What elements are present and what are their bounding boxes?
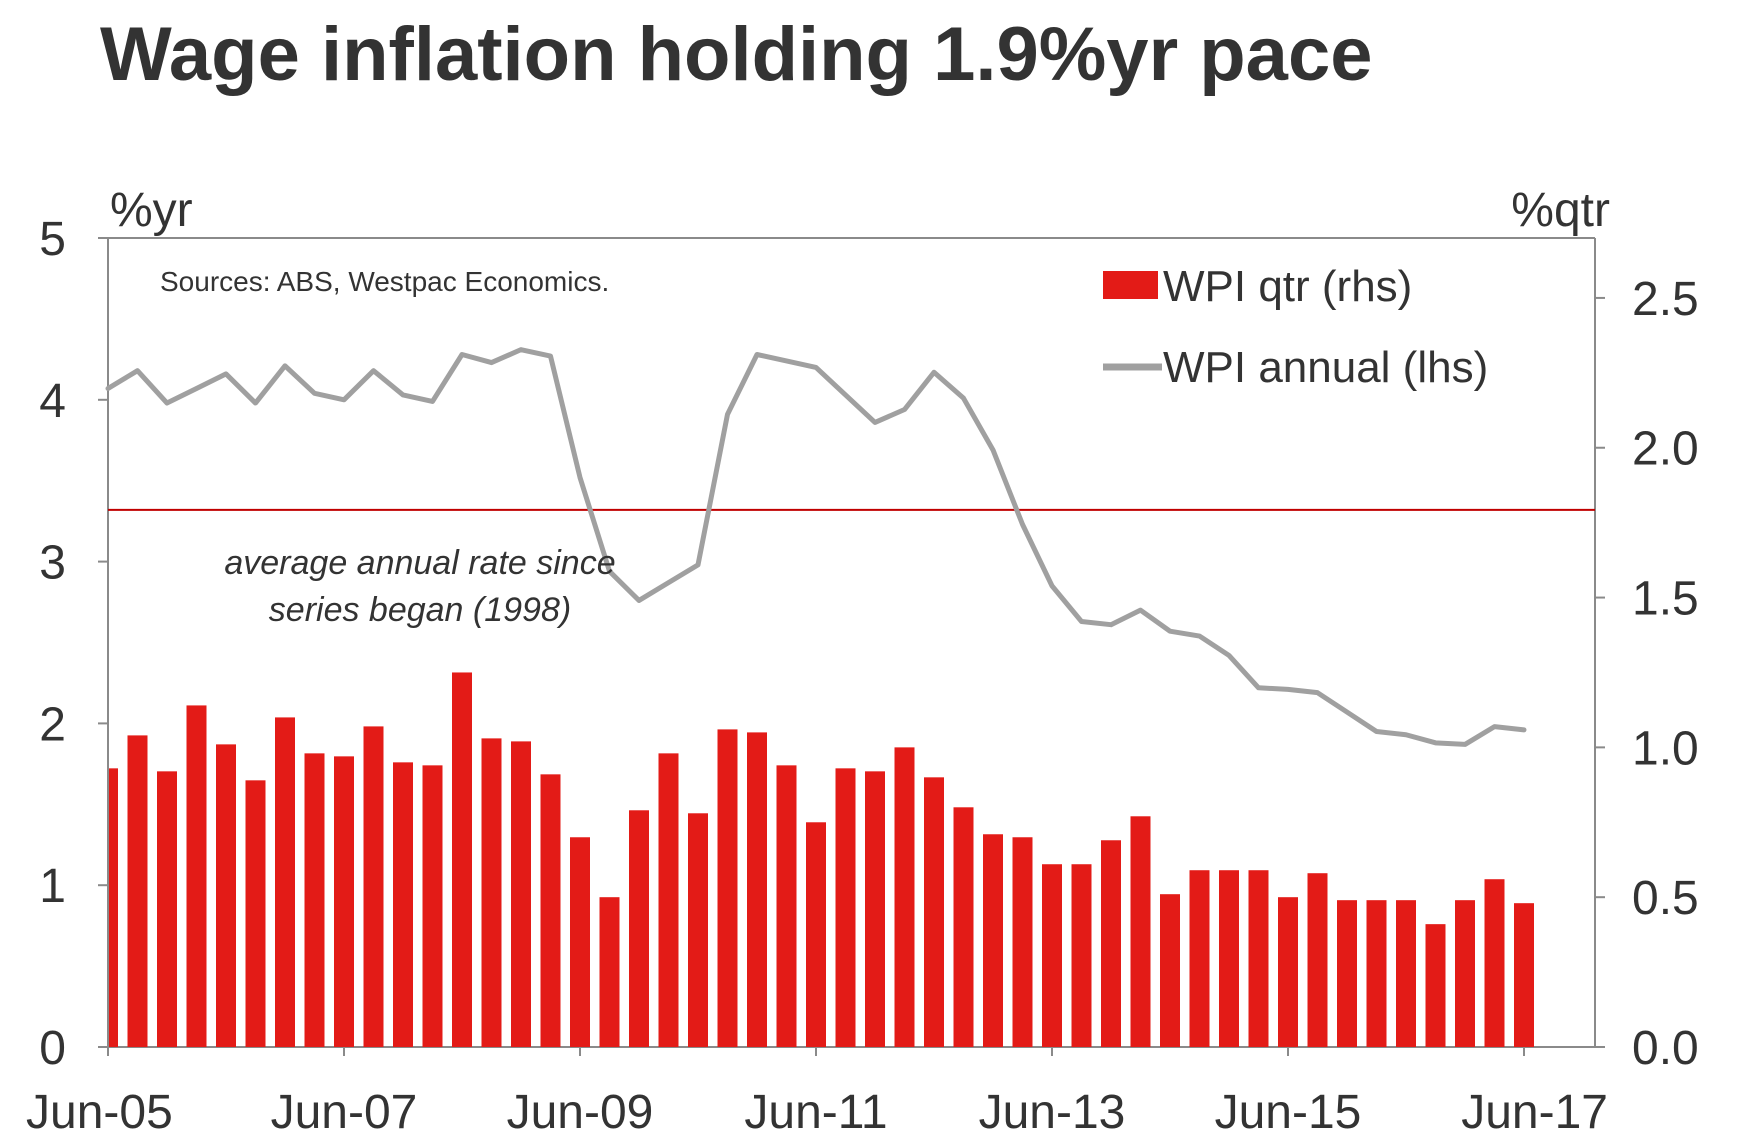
bar-wpi-qtr bbox=[953, 807, 974, 1047]
bar-wpi-qtr bbox=[1012, 837, 1033, 1047]
bar-wpi-qtr bbox=[157, 771, 177, 1047]
bar-wpi-qtr bbox=[109, 768, 118, 1047]
bar-wpi-qtr bbox=[835, 768, 856, 1047]
legend: WPI qtr (rhs) WPI annual (lhs) bbox=[1103, 262, 1488, 392]
reference-annotation-line2: series began (1998) bbox=[269, 591, 571, 629]
right-tick-label: 0.0 bbox=[1632, 1022, 1699, 1075]
x-tick-label: Jun-11 bbox=[744, 1086, 887, 1139]
bar-wpi-qtr bbox=[1042, 864, 1062, 1047]
line-wpi-annual bbox=[105, 347, 1527, 747]
left-axis-unit: %yr bbox=[110, 184, 193, 237]
x-tick-label: Jun-17 bbox=[1461, 1086, 1608, 1139]
bar-wpi-qtr bbox=[1425, 924, 1446, 1047]
bar-wpi-qtr bbox=[688, 813, 708, 1047]
bar-wpi-qtr bbox=[304, 753, 325, 1047]
bar-wpi-qtr bbox=[629, 810, 649, 1047]
right-tick-label: 1.0 bbox=[1632, 722, 1699, 775]
source-note: Sources: ABS, Westpac Economics. bbox=[160, 266, 609, 297]
bar-wpi-qtr bbox=[1455, 900, 1475, 1047]
bar-wpi-qtr bbox=[894, 747, 915, 1047]
bar-wpi-qtr bbox=[1514, 903, 1534, 1047]
bar-wpi-qtr bbox=[1366, 900, 1387, 1047]
left-tick-label: 2 bbox=[39, 698, 66, 751]
x-tick-label: Jun-09 bbox=[507, 1086, 654, 1139]
bar-wpi-qtr bbox=[1307, 873, 1328, 1047]
bar-wpi-qtr bbox=[1337, 900, 1357, 1047]
x-tick-label: Jun-13 bbox=[979, 1086, 1126, 1139]
bar-wpi-qtr bbox=[1278, 897, 1298, 1047]
bar-wpi-qtr bbox=[540, 774, 561, 1047]
bar-wpi-qtr bbox=[1484, 879, 1505, 1047]
chart-title: Wage inflation holding 1.9%yr pace bbox=[100, 12, 1372, 97]
bar-wpi-qtr bbox=[658, 753, 679, 1047]
right-tick-label: 2.5 bbox=[1632, 273, 1699, 326]
bar-wpi-qtr bbox=[1160, 894, 1180, 1047]
left-tick-label: 0 bbox=[39, 1022, 66, 1075]
bar-wpi-qtr bbox=[1396, 900, 1416, 1047]
bar-wpi-qtr bbox=[599, 897, 620, 1047]
bar-wpi-qtr bbox=[1219, 870, 1239, 1047]
bar-wpi-qtr bbox=[983, 834, 1003, 1047]
bar-wpi-qtr bbox=[245, 780, 266, 1047]
bar-wpi-qtr bbox=[1248, 870, 1269, 1047]
x-tick-label: Jun-07 bbox=[271, 1086, 418, 1139]
x-tick-label: Jun-15 bbox=[1215, 1086, 1362, 1139]
bar-wpi-qtr bbox=[1130, 816, 1151, 1047]
right-tick-label: 2.0 bbox=[1632, 423, 1699, 476]
legend-label-wpi-qtr: WPI qtr (rhs) bbox=[1163, 262, 1412, 311]
bar-wpi-qtr bbox=[481, 738, 502, 1047]
bar-wpi-qtr bbox=[334, 756, 354, 1047]
right-tick-label: 1.5 bbox=[1632, 573, 1699, 626]
bar-wpi-qtr bbox=[275, 717, 295, 1047]
left-tick-label: 5 bbox=[39, 213, 66, 266]
bar-wpi-qtr bbox=[776, 765, 797, 1047]
x-ticks-group: Jun-05 Jun-07 Jun-09 Jun-11 Jun-13 Jun-15 Jun-… bbox=[26, 1047, 1608, 1139]
left-tick-label: 3 bbox=[39, 537, 66, 590]
x-tick-label: Jun-05 bbox=[26, 1086, 173, 1139]
right-tick-label: 0.5 bbox=[1632, 872, 1699, 925]
bar-wpi-qtr bbox=[186, 705, 207, 1047]
left-tick-label: 4 bbox=[39, 375, 66, 428]
bar-wpi-qtr bbox=[924, 777, 944, 1047]
left-tick-label: 1 bbox=[39, 860, 66, 913]
bar-wpi-qtr bbox=[216, 744, 236, 1047]
bar-wpi-qtr bbox=[422, 765, 443, 1047]
right-ticks-group: 0.0 0.5 1.0 1.5 2.0 2.5 bbox=[1595, 273, 1699, 1075]
left-ticks-group: 0 1 2 3 4 5 bbox=[39, 213, 108, 1075]
reference-annotation-line1: average annual rate since bbox=[224, 544, 615, 582]
bar-wpi-qtr bbox=[393, 762, 413, 1047]
bar-wpi-qtr bbox=[570, 837, 590, 1047]
legend-swatch-wpi-qtr bbox=[1103, 271, 1158, 299]
bar-wpi-qtr bbox=[1189, 870, 1210, 1047]
bar-wpi-qtr bbox=[747, 732, 767, 1047]
bar-wpi-qtr bbox=[363, 726, 384, 1047]
bar-wpi-qtr bbox=[1071, 864, 1092, 1047]
bars-group bbox=[109, 672, 1534, 1047]
bar-wpi-qtr bbox=[511, 741, 531, 1047]
bar-wpi-qtr bbox=[452, 672, 472, 1047]
line-group bbox=[105, 347, 1527, 747]
legend-label-wpi-annual: WPI annual (lhs) bbox=[1163, 343, 1488, 392]
bar-wpi-qtr bbox=[717, 729, 738, 1047]
bar-wpi-qtr bbox=[1101, 840, 1121, 1047]
bar-wpi-qtr bbox=[865, 771, 885, 1047]
bar-wpi-qtr bbox=[127, 735, 148, 1047]
right-axis-unit: %qtr bbox=[1511, 184, 1610, 237]
bar-wpi-qtr bbox=[806, 822, 826, 1047]
